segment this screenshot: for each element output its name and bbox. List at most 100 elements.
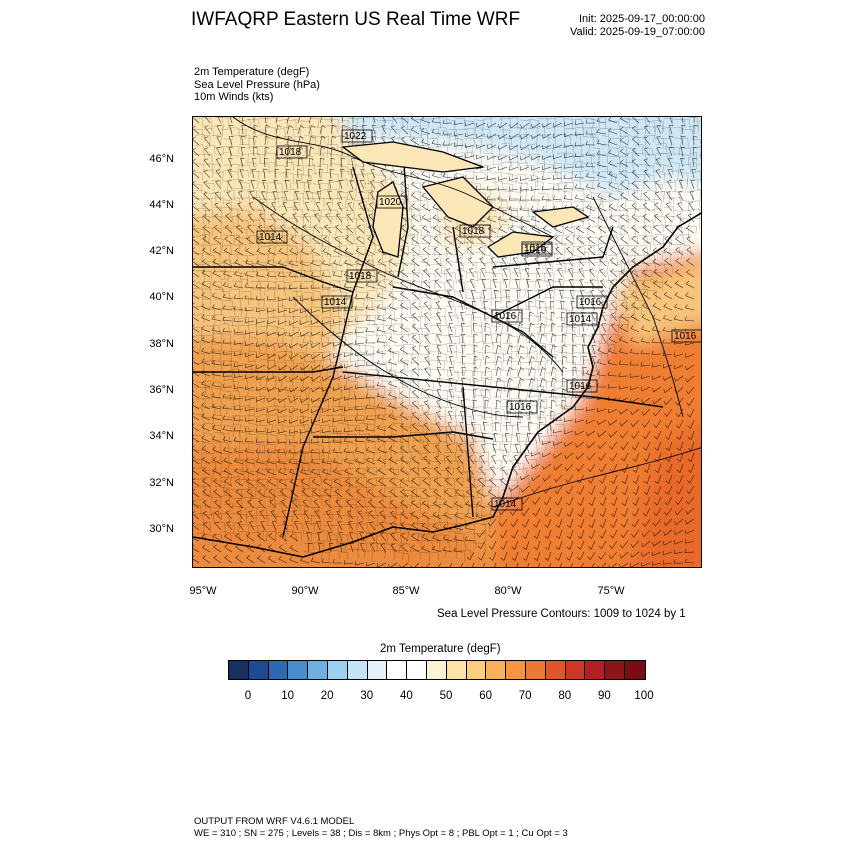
colorbar-swatch	[229, 661, 249, 679]
border-pennsylvania	[492, 286, 603, 318]
colorbar-swatch	[367, 661, 388, 679]
colorbar-title: 2m Temperature (degF)	[380, 643, 501, 655]
isobar	[292, 296, 524, 418]
colorbar	[228, 660, 646, 680]
border-illinois-indiana	[397, 146, 409, 278]
border-mississippi-river	[282, 166, 374, 538]
isobar-label-text: 1016	[524, 243, 547, 254]
longitude-label: 95°W	[189, 585, 217, 597]
colorbar-swatch	[624, 661, 645, 679]
latitude-label: 30°N	[149, 523, 174, 535]
isobar-label-box	[521, 241, 553, 255]
lake-erie	[486, 231, 555, 258]
isobar-label: 1016	[576, 295, 608, 309]
colorbar-swatch	[387, 661, 408, 679]
isobar-label-box	[256, 230, 288, 244]
colorbar-tick-label: 30	[360, 690, 374, 702]
field-ocean-north	[613, 263, 701, 347]
longitude-label: 85°W	[392, 585, 420, 597]
colorbar-swatch	[268, 661, 289, 679]
footer-model: OUTPUT FROM WRF V4.6.1 MODEL	[194, 816, 355, 827]
isobar	[252, 196, 564, 373]
isobar-label-text: 1018	[279, 147, 302, 158]
great-lakes	[341, 141, 590, 258]
border-gulf-states	[313, 431, 494, 440]
colorbar-swatch	[308, 661, 328, 679]
colorbar-swatch	[466, 661, 487, 679]
map-canvas: 1022 1018 1014 1018 1020 1018 1016 1014 1016 1016…	[193, 117, 701, 567]
lake-michigan	[372, 181, 404, 258]
isobar-label-box	[576, 295, 608, 309]
isobar-label-text: 1014	[324, 297, 347, 308]
isobar-label-text: 1016	[569, 381, 592, 392]
isobar-label-box	[376, 195, 408, 209]
colorbar-swatch	[426, 661, 447, 679]
border-new-york	[492, 226, 614, 268]
isobar-contours	[232, 117, 701, 508]
variable-winds: 10m Winds (kts)	[194, 91, 274, 103]
valid-time: Valid: 2025-09-19_07:00:00	[570, 26, 705, 38]
field-cold	[343, 117, 701, 197]
latitude-label: 34°N	[149, 430, 174, 442]
isobar-label: 1014	[491, 497, 523, 511]
colorbar-swatch	[506, 661, 526, 679]
coastline-gulf	[193, 536, 304, 558]
colorbar-tick-label: 40	[399, 690, 413, 702]
colorbar-tick-label: 70	[518, 690, 532, 702]
latitude-label: 40°N	[149, 291, 174, 303]
border-arkansas-missouri	[193, 366, 344, 373]
isobar-label-text: 1014	[259, 232, 282, 243]
footer-config: WE = 310 ; SN = 275 ; Levels = 38 ; Dis …	[194, 828, 568, 839]
colorbar-swatch	[605, 661, 625, 679]
colorbar-swatch	[347, 661, 368, 679]
isobar-label-text: 1016	[579, 297, 602, 308]
run-times: Init: 2025-09-17_00:00:00 Valid: 2025-09…	[570, 13, 705, 39]
longitude-label: 80°W	[494, 585, 522, 597]
colorbar-swatch	[248, 661, 269, 679]
latitude-label: 44°N	[149, 199, 174, 211]
colorbar-tick-label: 100	[634, 690, 654, 702]
isobar-label: 1014	[321, 295, 353, 309]
isobar-label-box	[566, 379, 598, 393]
weather-map: 1022 1018 1014 1018 1020 1018 1016 1014 1016 1016…	[192, 116, 702, 568]
isobar-label-text: 1022	[344, 131, 367, 142]
isobar-label: 1018	[346, 269, 378, 283]
border-iowa-missouri	[193, 266, 354, 293]
colorbar-swatch	[565, 661, 586, 679]
isobar-label-text: 1016	[494, 311, 517, 322]
border-tennessee-line	[342, 371, 664, 408]
colorbar-tick-label: 90	[597, 690, 611, 702]
isobar-label-text: 1020	[379, 197, 402, 208]
colorbar-tick-label: 20	[320, 690, 334, 702]
isobar-label-box	[491, 497, 523, 511]
lake-superior	[341, 141, 484, 173]
border-alabama-georgia	[462, 386, 474, 518]
wind-barbs	[193, 117, 698, 567]
isobar-label-text: 1016	[674, 331, 697, 342]
latitude-label: 36°N	[149, 384, 174, 396]
isobar-label-box	[276, 145, 308, 159]
isobar-label: 1022	[341, 129, 373, 143]
isobar-label-box	[491, 309, 523, 323]
model-footer: OUTPUT FROM WRF V4.6.1 MODEL WE = 310 ; …	[194, 816, 568, 840]
plot-title: IWFAQRP Eastern US Real Time WRF	[191, 9, 521, 30]
isobar-label: 1014	[566, 312, 598, 326]
longitude-label: 75°W	[597, 585, 625, 597]
isobar-label-box	[341, 129, 373, 143]
isobar	[592, 196, 684, 418]
isobar-label: 1016	[671, 329, 701, 343]
variable-temperature: 2m Temperature (degF)	[194, 66, 310, 78]
isobar	[232, 117, 554, 238]
isobar-label-text: 1014	[494, 499, 517, 510]
isobar-label: 1018	[276, 145, 308, 159]
colorbar-tick-label: 60	[479, 690, 492, 702]
colorbar-swatch	[585, 661, 606, 679]
colorbar-swatch	[446, 661, 467, 679]
border-indiana-ohio	[452, 226, 464, 293]
latitude-label: 38°N	[149, 338, 174, 350]
isobar-label-layer: 1022 1018 1014 1018 1020 1018 1016 1014 1016 1016…	[256, 129, 701, 511]
isobar-label: 1020	[376, 195, 408, 209]
init-time: Init: 2025-09-17_00:00:00	[578, 13, 705, 25]
longitude-label: 90°W	[291, 585, 319, 597]
isobar-label-box	[459, 224, 491, 238]
